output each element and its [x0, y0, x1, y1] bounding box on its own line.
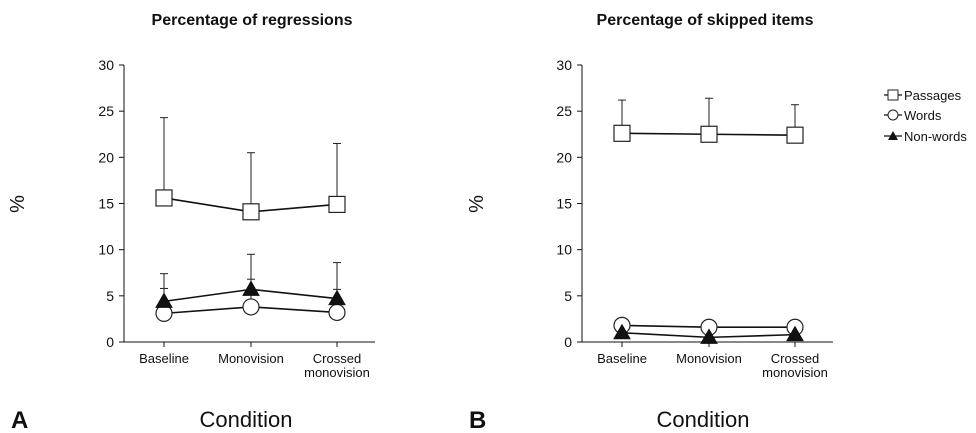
y-tick-label: 5	[106, 288, 114, 304]
y-axis-label: %	[466, 195, 488, 213]
x-tick-label: Monovision	[676, 351, 742, 366]
chart-panel-b: Percentage of skipped items B 0 5 10 15 20 25 30…	[466, 12, 833, 433]
legend-item: Non-words	[884, 129, 967, 144]
data-point	[328, 289, 346, 306]
x-axis-label: Condition	[200, 407, 293, 432]
chart-title: Percentage of skipped items	[597, 12, 814, 29]
y-tick-label: 20	[98, 149, 114, 165]
x-tick-label: monovision	[762, 365, 828, 380]
legend-label: Passages	[904, 88, 962, 103]
data-point	[786, 126, 804, 144]
series-non-words	[155, 253, 346, 308]
y-tick-label: 10	[98, 242, 114, 258]
series-passages	[155, 117, 346, 221]
y-tick-label: 25	[98, 103, 114, 119]
y-tick-label: 5	[564, 288, 572, 304]
y-axis-label: %	[7, 195, 29, 213]
y-tick-label: 20	[556, 149, 572, 165]
x-tick-label: Crossed	[313, 351, 361, 366]
legend-label: Words	[904, 108, 942, 123]
legend-triangle-icon	[888, 131, 898, 140]
data-point	[613, 323, 631, 340]
legend-item: Passages	[884, 88, 962, 103]
chart-title: Percentage of regressions	[152, 12, 353, 29]
series-non-words	[613, 323, 804, 344]
data-point	[700, 125, 718, 143]
data-point	[155, 189, 173, 207]
data-point	[242, 298, 260, 316]
x-tick-label: Crossed	[771, 351, 819, 366]
data-point	[155, 292, 173, 308]
data-point	[242, 203, 260, 221]
x-axis-label: Condition	[657, 407, 750, 432]
x-tick-label: Baseline	[139, 351, 189, 366]
y-tick-label: 25	[556, 103, 572, 119]
data-point	[786, 325, 804, 342]
y-tick-label: 10	[556, 242, 572, 258]
data-point	[328, 195, 346, 214]
x-tick-label: Monovision	[218, 351, 284, 366]
chart-panel-a: Percentage of regressions A 0 5 10 15 20 25 30 Ba…	[7, 12, 375, 433]
y-tick-label: 30	[556, 57, 572, 73]
data-point	[613, 124, 631, 142]
y-tick-label: 15	[556, 196, 572, 212]
x-tick-label: Baseline	[597, 351, 647, 366]
y-tick-label: 0	[106, 334, 114, 350]
legend-item: Words	[884, 108, 942, 123]
legend: Passages Words Non-words	[884, 88, 967, 144]
y-tick-label: 15	[98, 196, 114, 212]
panel-label: A	[11, 407, 28, 433]
data-point	[242, 280, 260, 296]
y-tick-label: 0	[564, 334, 572, 350]
legend-label: Non-words	[904, 129, 967, 144]
legend-circle-icon	[887, 109, 899, 121]
legend-square-icon	[887, 89, 899, 101]
data-point	[328, 303, 346, 322]
y-tick-label: 30	[98, 57, 114, 73]
panel-label: B	[469, 407, 486, 433]
data-point	[700, 328, 718, 344]
series-words	[155, 278, 346, 322]
x-tick-label: monovision	[304, 365, 370, 380]
series-passages	[613, 97, 804, 144]
